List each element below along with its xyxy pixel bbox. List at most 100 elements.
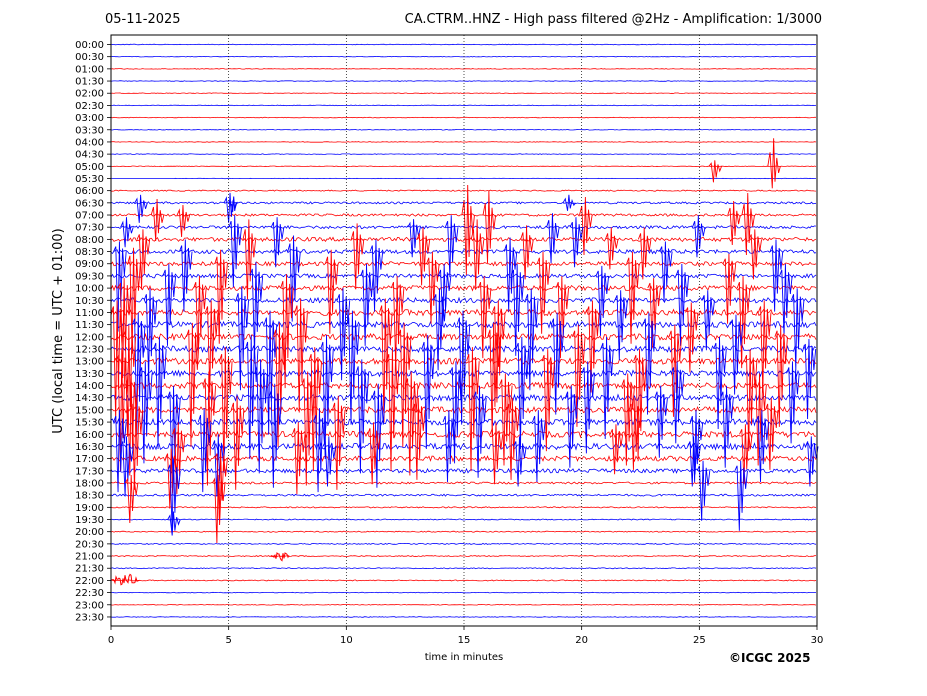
spike-116 (404, 371, 419, 476)
spike-41 (626, 251, 640, 344)
spike-29 (113, 241, 127, 332)
trace-row-1530 (110, 417, 817, 427)
x-tick-label: 0 (108, 635, 114, 646)
y-tick-label: 15:00 (75, 405, 104, 416)
spike-25 (520, 225, 534, 280)
spike-127 (129, 397, 144, 490)
spike-151 (687, 436, 701, 487)
spike-16 (444, 215, 459, 278)
spike-55 (477, 276, 492, 359)
spike-17 (546, 213, 560, 264)
x-tick-label: 5 (225, 635, 231, 646)
trace-row-1100 (110, 308, 817, 317)
spike-106 (139, 361, 153, 464)
y-tick-label: 17:30 (75, 466, 104, 477)
trace-row-0600 (110, 189, 817, 192)
spike-136 (313, 408, 327, 493)
y-tick-label: 16:30 (75, 442, 104, 453)
spike-140 (755, 410, 770, 483)
y-tick-label: 18:30 (75, 491, 104, 502)
y-tick-label: 08:00 (75, 235, 104, 246)
trace-row-1400 (110, 381, 817, 390)
spike-102 (466, 347, 480, 472)
chart-date: 05-11-2025 (105, 12, 181, 27)
spike-154 (214, 448, 228, 519)
spike-75 (131, 312, 146, 435)
trace-row-2330 (110, 616, 817, 618)
y-tick-label: 08:30 (75, 247, 104, 258)
spike-91 (244, 334, 259, 460)
y-tick-label: 01:00 (75, 64, 104, 75)
spike-119 (753, 373, 767, 466)
spike-130 (412, 397, 426, 480)
spike-83 (186, 322, 200, 447)
y-tick-label: 09:30 (75, 271, 104, 282)
spike-128 (230, 395, 245, 490)
spike-77 (346, 310, 360, 425)
spike-43 (162, 263, 177, 346)
y-tick-label: 22:30 (75, 588, 104, 599)
spike-30 (179, 239, 193, 312)
spike-87 (572, 324, 586, 427)
y-tick-label: 10:00 (75, 284, 104, 295)
spike-11 (741, 193, 755, 256)
spike-117 (499, 373, 513, 466)
y-tick-label: 22:00 (75, 576, 104, 587)
spike-64 (614, 290, 628, 361)
spike-150 (513, 436, 527, 487)
spike-44 (249, 261, 264, 356)
spike-93 (421, 334, 435, 450)
trace-row-2230 (111, 591, 817, 594)
spike-42 (722, 253, 737, 324)
spike-82 (122, 324, 137, 437)
trace-row-2300 (110, 604, 817, 606)
y-tick-label: 06:30 (75, 198, 104, 209)
spike-32 (369, 239, 384, 312)
spike-61 (336, 288, 351, 381)
spike-148 (211, 434, 226, 497)
spike-139 (689, 410, 704, 483)
spike-135 (197, 408, 212, 493)
spike-74 (757, 300, 772, 393)
spike-10 (727, 201, 741, 246)
burst-1 (270, 551, 290, 562)
x-tick-label: 15 (458, 635, 471, 646)
trace-row-1330 (110, 369, 817, 378)
spike-120 (167, 385, 181, 488)
spike-109 (449, 361, 464, 464)
spike-48 (595, 265, 610, 336)
x-tick-label: 30 (811, 635, 824, 646)
y-tick-label: 04:30 (75, 150, 104, 161)
grid-lines (228, 35, 700, 626)
y-tick-label: 14:00 (75, 381, 104, 392)
y-tick-label: 13:00 (75, 357, 104, 368)
spike-153 (164, 448, 179, 509)
spike-26 (604, 227, 619, 270)
spike-13 (228, 215, 242, 288)
trace-row-0730 (110, 225, 817, 230)
spike-159 (212, 474, 226, 543)
trace-row-1900 (110, 506, 817, 509)
trace-row-0230 (110, 104, 817, 107)
spike-1 (767, 138, 781, 189)
trace-row-0500 (110, 165, 817, 168)
y-tick-label: 02:00 (75, 89, 104, 100)
copyright-credit: ©ICGC 2025 (729, 651, 811, 665)
spike-142 (291, 422, 306, 495)
spike-124 (564, 385, 579, 468)
spike-85 (397, 322, 412, 447)
spike-144 (489, 422, 504, 485)
spike-92 (320, 334, 334, 460)
spike-76 (263, 310, 278, 435)
trace-row-0330 (110, 129, 817, 131)
x-axis-label: time in minutes (425, 652, 504, 663)
y-tick-label: 10:30 (75, 296, 104, 307)
y-tick-label: 09:00 (75, 259, 104, 270)
spike-35 (769, 239, 784, 312)
spike-69 (294, 298, 308, 413)
spike-89 (774, 324, 788, 427)
spike-107 (254, 359, 268, 474)
spike-21 (242, 219, 257, 300)
spike-137 (442, 410, 457, 483)
spike-22 (350, 223, 365, 290)
